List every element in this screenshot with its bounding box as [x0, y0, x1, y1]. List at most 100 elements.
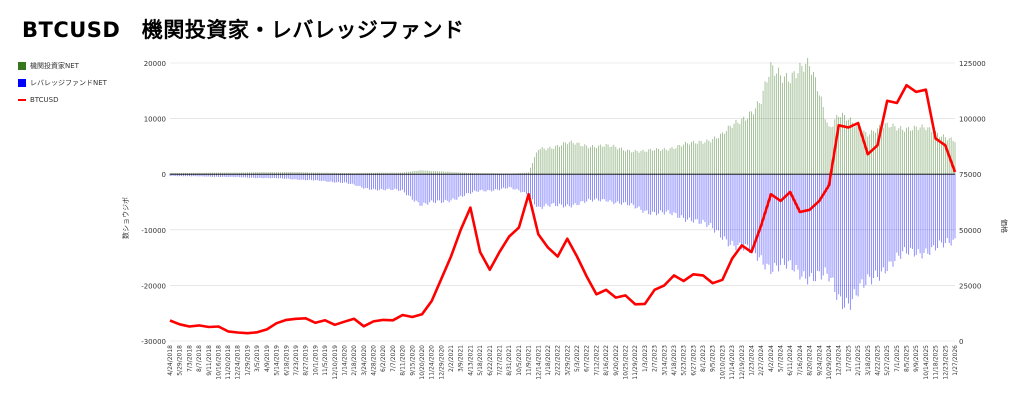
right-axis-ticks: 125000 100000 75000 50000 25000 0 — [959, 60, 986, 346]
x-axis-tick-label: 7/27/2021 — [497, 345, 504, 376]
right-axis-tick-label: 100000 — [959, 116, 986, 124]
right-axis-tick-label: 25000 — [959, 282, 981, 290]
x-axis-tick-label: 12/14/2021 — [535, 345, 542, 380]
x-axis-tick-label: 12/24/2018 — [235, 345, 242, 380]
x-axis-tick-label: 12/23/2025 — [942, 345, 949, 380]
x-axis-tick-label: 8/7/2018 — [196, 345, 203, 372]
leveraged-bars — [169, 174, 956, 310]
x-axis-tick-label: 7/16/2024 — [797, 345, 804, 376]
x-axis-tick-label: 8/5/2025 — [904, 345, 911, 372]
x-axis-tick-label: 11/20/2018 — [225, 345, 232, 380]
x-axis-tick-label: 11/5/2019 — [322, 345, 329, 376]
x-axis-tick-label: 10/16/2018 — [215, 345, 222, 380]
x-axis-tick-label: 8/31/2021 — [506, 345, 513, 376]
x-axis-tick-label: 12/19/2023 — [739, 345, 746, 380]
x-axis-tick-label: 6/11/2024 — [787, 345, 794, 376]
x-axis-tick-label: 3/18/2025 — [865, 345, 872, 376]
x-axis-tick-label: 1/29/2019 — [245, 345, 252, 376]
right-axis-tick-label: 50000 — [959, 227, 981, 235]
left-axis-tick-label: 0 — [162, 171, 166, 179]
x-axis-tick-label: 10/25/2022 — [622, 345, 629, 380]
x-axis-tick-label: 9/11/2018 — [206, 345, 213, 376]
x-axis-tick-label: 8/27/2019 — [303, 345, 310, 376]
x-axis-tick-label: 3/24/2020 — [361, 345, 368, 376]
left-axis-tick-label: -10000 — [141, 227, 166, 235]
x-axis-tick-label: 1/7/2025 — [845, 345, 852, 372]
legend-label-leveraged: レバレッジファンドNET — [30, 78, 107, 87]
x-axis-tick-label: 7/23/2019 — [293, 345, 300, 376]
x-axis-tick-label: 10/14/2025 — [923, 345, 930, 380]
x-axis-tick-label: 7/7/2020 — [390, 345, 397, 372]
x-axis-tick-label: 9/20/2022 — [613, 345, 620, 376]
x-axis-tick-label: 10/29/2024 — [826, 345, 833, 380]
y-axis-label-left: 数ショウジボ — [121, 197, 130, 239]
x-axis-tick-label: 5/7/2024 — [778, 345, 785, 372]
institutional-bars — [169, 57, 956, 175]
grid-lines — [170, 62, 955, 342]
x-axis-tick-label: 7/3/2018 — [186, 345, 193, 372]
right-axis-tick-label: 125000 — [959, 60, 986, 68]
x-axis-tick-label: 1/27/2026 — [952, 345, 959, 376]
page-title: BTCUSD 機関投資家・レバレッジファンド — [22, 18, 465, 42]
x-axis-tick-label: 11/24/2020 — [429, 345, 436, 380]
x-axis-tick-label: 1/18/2022 — [545, 345, 552, 376]
x-axis-tick-label: 4/18/2023 — [671, 345, 678, 376]
x-axis-tick-label: 4/2/2024 — [768, 345, 775, 372]
left-axis-tick-label: -20000 — [141, 282, 166, 290]
right-axis-tick-label: 75000 — [959, 171, 981, 179]
x-axis-tick-label: 4/22/2025 — [874, 345, 881, 376]
x-axis-tick-label: 4/24/2018 — [167, 345, 174, 376]
x-axis-tick-label: 3/14/2023 — [661, 345, 668, 376]
x-axis-tick-label: 12/3/2024 — [836, 345, 843, 376]
x-axis-tick-label: 12/10/2019 — [332, 345, 339, 380]
x-axis-tick-label: 7/1/2025 — [894, 345, 901, 372]
right-axis-tick-label: 0 — [959, 338, 963, 346]
x-axis-tick-label: 2/11/2025 — [855, 345, 862, 376]
x-axis-tick-label: 5/27/2025 — [884, 345, 891, 376]
x-axis-tick-label: 2/18/2020 — [351, 345, 358, 376]
legend-label-institutional: 機関投資家NET — [30, 61, 79, 70]
x-axis-tick-label: 1/14/2020 — [341, 345, 348, 376]
left-axis-tick-label: -30000 — [141, 338, 166, 346]
x-axis-tick-label: 9/5/2023 — [710, 345, 717, 372]
x-axis-tick-label: 1/3/2023 — [642, 345, 649, 372]
x-axis-tick-label: 11/9/2021 — [526, 345, 533, 376]
x-axis-tick-label: 4/9/2019 — [264, 345, 271, 372]
legend-swatch-institutional — [18, 61, 26, 70]
x-axis-tick-label: 6/22/2021 — [487, 345, 494, 376]
chart-legend: 機関投資家NET レバレッジファンドNET BTCUSD — [18, 57, 107, 108]
x-axis-tick-label: 5/18/2021 — [477, 345, 484, 376]
left-axis-ticks: 20000 10000 0 -10000 -20000 -30000 — [141, 60, 166, 346]
x-axis-tick-label: 3/9/2021 — [458, 345, 465, 372]
legend-item-institutional: 機関投資家NET — [18, 57, 107, 74]
x-axis-tick-label: 3/5/2019 — [254, 345, 261, 372]
btcusd-line — [169, 83, 957, 335]
x-axis-tick-label: 8/1/2023 — [700, 345, 707, 372]
x-axis-tick-label: 12/29/2020 — [438, 345, 445, 380]
x-axis-tick-label: 5/29/2018 — [177, 345, 184, 376]
x-axis-tick-label: 10/20/2020 — [419, 345, 426, 380]
x-axis-tick-label: 3/29/2022 — [564, 345, 571, 376]
x-axis-tick-label: 5/14/2019 — [274, 345, 281, 376]
y-axis-label-right: 価格 — [1000, 219, 1009, 233]
legend-swatch-leveraged — [18, 78, 26, 87]
x-axis-ticks: 4/24/2018 5/29/2018 7/3/2018 8/7/2018 9/11/2… — [167, 345, 959, 380]
x-axis-tick-label: 10/10/2023 — [719, 345, 726, 380]
x-axis-tick-label: 8/11/2020 — [400, 345, 407, 376]
x-axis-tick-label: 10/5/2021 — [516, 345, 523, 376]
left-axis-tick-label: 10000 — [144, 116, 166, 124]
x-axis-tick-label: 2/7/2023 — [652, 345, 659, 372]
x-axis-tick-label: 11/18/2025 — [933, 345, 940, 380]
x-axis-tick-label: 5/23/2023 — [681, 345, 688, 376]
x-axis-tick-label: 11/29/2022 — [632, 345, 639, 380]
x-axis-tick-label: 2/2/2021 — [448, 345, 455, 372]
x-axis-tick-label: 9/15/2020 — [409, 345, 416, 376]
x-axis-tick-label: 9/24/2024 — [816, 345, 823, 376]
x-axis-tick-label: 9/9/2025 — [913, 345, 920, 372]
x-axis-tick-label: 6/2/2020 — [380, 345, 387, 372]
x-axis-tick-label: 6/27/2023 — [690, 345, 697, 376]
x-axis-tick-label: 7/12/2022 — [593, 345, 600, 376]
legend-item-btcusd: BTCUSD — [18, 91, 107, 108]
x-axis-tick-label: 8/16/2022 — [603, 345, 610, 376]
